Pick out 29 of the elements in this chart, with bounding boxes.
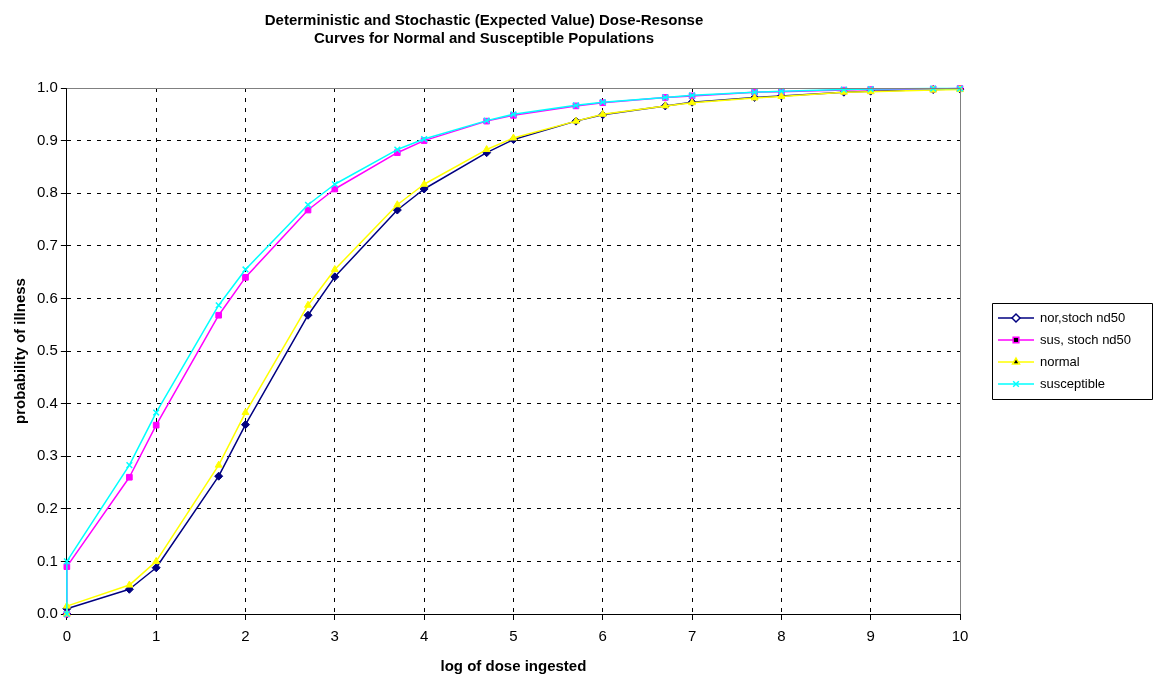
y-tick-label: 0.6 (36, 288, 58, 306)
x-tick-label: 9 (866, 627, 875, 645)
x-tick-label: 4 (419, 627, 429, 645)
y-tick-label: 0.7 (36, 235, 58, 253)
legend-label: nor,stoch nd50 (1040, 309, 1126, 325)
y-tick-label: 0.0 (36, 604, 58, 622)
x-tick-label: 10 (951, 627, 969, 645)
y-tick-label: 0.3 (36, 446, 58, 464)
chart-title: Deterministic and Stochastic (Expected Value) Dose-Resonse Curves for Normal and Susceptible Populations (264, 11, 704, 47)
legend-label: susceptible (1040, 375, 1106, 391)
x-tick-label: 8 (777, 627, 786, 645)
y-tick-label: 1.0 (36, 78, 58, 96)
y-tick-label: 0.4 (36, 393, 58, 411)
x-axis-title: log of dose ingested (440, 657, 587, 675)
x-tick-label: 0 (62, 627, 72, 645)
y-axis-title: probability of illness (11, 278, 29, 424)
y-tick-label: 0.8 (36, 183, 58, 201)
y-tick-label: 0.5 (36, 341, 58, 359)
x-tick-label: 5 (509, 627, 518, 645)
y-tick-label: 0.9 (36, 130, 58, 148)
x-tick-label: 1 (151, 627, 161, 645)
x-tick-label: 3 (330, 627, 339, 645)
x-tick-label: 7 (687, 627, 697, 645)
y-tick-label: 0.1 (36, 551, 58, 569)
legend-label: sus, stoch nd50 (1040, 331, 1132, 347)
x-tick-label: 6 (598, 627, 607, 645)
x-tick-label: 2 (241, 627, 250, 645)
legend-label: normal (1040, 353, 1080, 369)
y-tick-label: 0.2 (36, 498, 58, 516)
